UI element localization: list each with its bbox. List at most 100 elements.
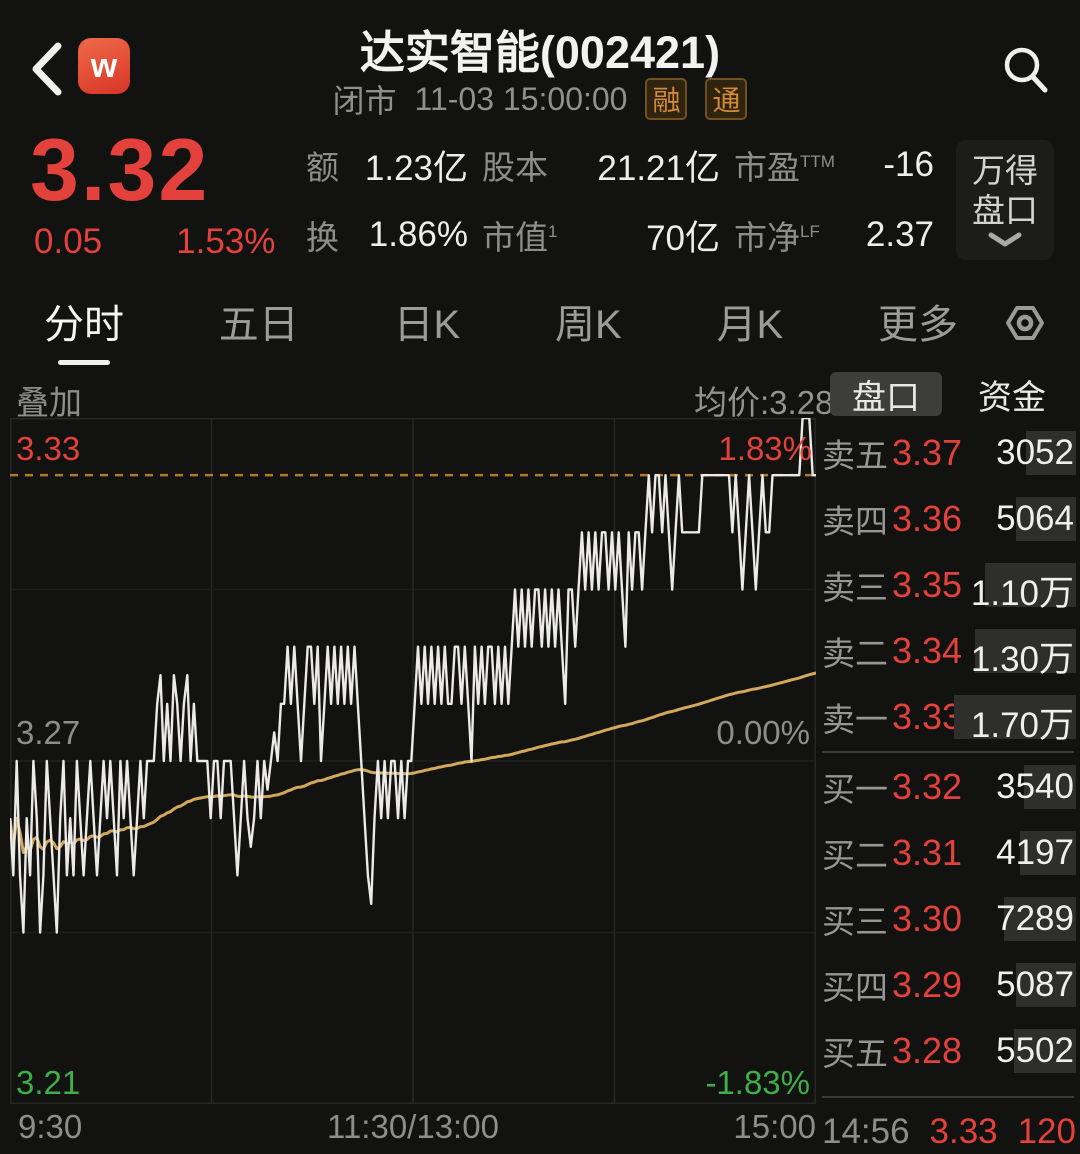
stat-value: 1.23亿	[364, 148, 468, 188]
level-price: 3.35	[892, 564, 963, 605]
volume-text: 1.30万	[970, 640, 1074, 679]
tab-日K[interactable]: 日K	[394, 286, 461, 365]
stat-value: 2.37	[865, 215, 934, 254]
level-price: 3.37	[892, 432, 963, 473]
avg-price-label: 均价:3.28	[694, 384, 834, 421]
level-volume: 5087	[968, 962, 1076, 1008]
tab-bar: 分时 五日 日K 周K 月K 更多	[44, 286, 958, 365]
tab-更多[interactable]: 更多	[878, 286, 958, 365]
level-volume: 3052	[968, 430, 1076, 476]
volume-text: 5064	[996, 499, 1074, 538]
stat-item: 市净LF 2.37	[734, 200, 934, 270]
intraday-chart[interactable]: 3.33 1.83% 3.27 0.00% 3.21 -1.83%	[10, 418, 816, 1104]
level-price: 3.31	[892, 832, 963, 873]
stat-label: 市净LF	[734, 219, 820, 256]
bid-row[interactable]: 买二 3.31 4197	[822, 820, 1076, 886]
last-trade-row[interactable]: 14:56 3.33 120	[822, 1112, 1076, 1152]
connect-badge[interactable]: 通	[705, 78, 748, 120]
quote-datetime: 11-03 15:00:00	[414, 80, 628, 117]
stat-value: -16	[883, 145, 934, 184]
tab-underline	[892, 360, 944, 365]
volume-text: 5502	[996, 1031, 1074, 1070]
last-trade-price: 3.33	[929, 1112, 998, 1151]
bid-row[interactable]: 买四 3.29 5087	[822, 952, 1076, 1018]
chart-sub-header: 叠加 均价:3.28 盘口 资金	[0, 372, 1080, 421]
tab-label: 日K	[393, 302, 461, 347]
level-volume: 1.70万	[954, 694, 1076, 745]
period-tab-bar: 分时 五日 日K 周K 月K 更多	[0, 282, 1080, 368]
tab-orderbook[interactable]: 盘口	[830, 372, 942, 417]
last-trade-volume: 120	[1017, 1112, 1076, 1151]
level-label: 卖三	[822, 569, 888, 606]
level-label: 买四	[822, 969, 888, 1006]
volume-bar	[1016, 497, 1076, 541]
level-volume: 4197	[968, 830, 1076, 876]
settings-nut-icon	[1006, 305, 1044, 340]
price-change-row: 0.05 1.53%	[34, 222, 354, 262]
ask-row[interactable]: 卖一 3.33 1.70万	[822, 684, 1076, 750]
wind-logo: w	[78, 38, 130, 94]
chart-settings-button[interactable]	[1004, 302, 1046, 349]
tab-funds[interactable]: 资金	[978, 378, 1046, 417]
ask-row[interactable]: 卖三 3.35 1.10万	[822, 552, 1076, 618]
stat-value: 21.21亿	[597, 148, 720, 188]
stat-item: 额 1.23亿	[306, 130, 468, 200]
volume-text: 3540	[996, 767, 1074, 806]
volume-bar	[1016, 963, 1076, 1007]
time-tick-open: 9:30	[18, 1108, 83, 1145]
yaxis-mid-pct: 0.00%	[716, 714, 810, 751]
margin-badge[interactable]: 融	[645, 78, 688, 120]
tab-分时[interactable]: 分时	[44, 286, 124, 365]
stat-item: 市值1 70亿	[482, 200, 720, 270]
time-tick-close: 15:00	[733, 1108, 816, 1145]
tab-underline	[233, 360, 285, 365]
stat-label: 换	[306, 219, 339, 256]
stat-label: 额	[306, 149, 339, 186]
chevron-down-icon	[988, 232, 1022, 247]
back-button[interactable]	[26, 40, 70, 98]
yaxis-low-pct: -1.83%	[705, 1064, 810, 1101]
level-volume: 5064	[968, 496, 1076, 542]
stat-value: 1.86%	[368, 215, 468, 254]
tab-label: 周K	[555, 302, 622, 347]
stat-item: 股本 21.21亿	[482, 130, 720, 200]
level-label: 买三	[822, 903, 888, 940]
ask-row[interactable]: 卖四 3.36 5064	[822, 486, 1076, 552]
overlay-button[interactable]: 叠加	[16, 384, 82, 421]
volume-bar	[985, 563, 1076, 607]
volume-bar	[1026, 431, 1076, 475]
level-label: 买二	[822, 837, 888, 874]
last-trade-time: 14:56	[822, 1112, 910, 1151]
tab-label: 五日	[218, 302, 299, 347]
level-price: 3.28	[892, 1030, 963, 1071]
level-label: 卖一	[822, 701, 888, 738]
tab-underline	[724, 360, 776, 365]
volume-bar	[1024, 765, 1076, 809]
bid-row[interactable]: 买一 3.32 3540	[822, 754, 1076, 820]
volume-bar	[975, 629, 1076, 673]
wind-orderbook-button[interactable]: 万得 盘口	[956, 140, 1054, 260]
price-change: 0.05	[34, 222, 103, 261]
tab-周K[interactable]: 周K	[555, 286, 622, 365]
level-label: 卖二	[822, 635, 888, 672]
stat-item: 换 1.86%	[306, 200, 468, 270]
back-chevron-icon	[32, 42, 62, 96]
level-price: 3.30	[892, 898, 963, 939]
stats-grid: 额 1.23亿 股本 21.21亿 市盈TTM -16 换 1.86% 市值1 70亿 市净LF 2.…	[306, 130, 936, 270]
search-button[interactable]	[1000, 44, 1050, 96]
bid-row[interactable]: 买三 3.30 7289	[822, 886, 1076, 952]
wind-btn-line2: 盘口	[972, 192, 1038, 229]
ask-row[interactable]: 卖二 3.34 1.30万	[822, 618, 1076, 684]
time-axis: 9:30 11:30/13:00 15:00	[10, 1108, 816, 1148]
volume-text: 5087	[996, 965, 1074, 1004]
search-icon	[1004, 47, 1048, 93]
tab-月K[interactable]: 月K	[717, 286, 784, 365]
wind-btn-line1: 万得	[972, 152, 1038, 189]
level-price: 3.33	[892, 696, 963, 737]
yaxis-low-price: 3.21	[16, 1064, 81, 1101]
tab-五日[interactable]: 五日	[219, 286, 299, 365]
tab-label: 月K	[716, 302, 784, 347]
yaxis-high-price: 3.33	[16, 430, 81, 467]
bid-row[interactable]: 买五 3.28 5502	[822, 1018, 1076, 1084]
ask-row[interactable]: 卖五 3.37 3052	[822, 420, 1076, 486]
